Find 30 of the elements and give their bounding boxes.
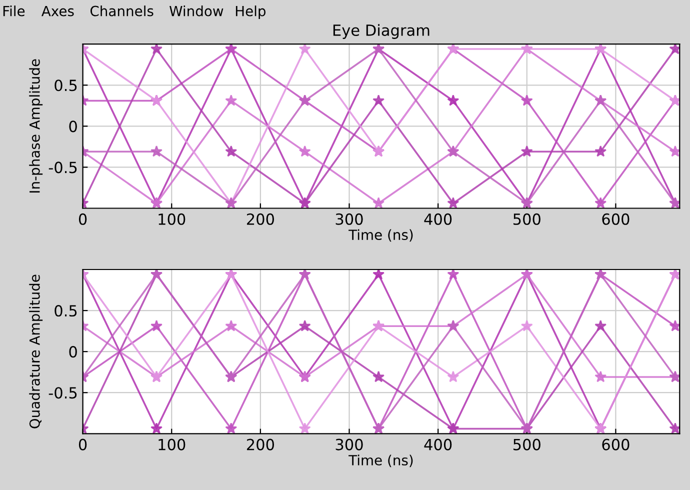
x-tick-label: 400: [424, 213, 452, 225]
x-tick-label: 500: [513, 438, 540, 450]
y-tick-label: -0.5: [48, 387, 77, 399]
x-tick-label: 400: [424, 438, 452, 450]
text: Channels: [90, 6, 154, 16]
x-tick-label: 0: [78, 438, 87, 450]
text: Axes: [42, 6, 74, 16]
x-tick-label: 300: [336, 438, 363, 450]
chart-title: Eye Diagram: [333, 24, 430, 39]
y-tick-label: 0.5: [54, 305, 77, 317]
y-axis-title: Quadrature Amplitude: [29, 274, 43, 428]
y-tick-label: 0.5: [54, 80, 77, 92]
x-tick-label: 200: [246, 213, 274, 225]
x-tick-label: 300: [336, 213, 363, 225]
x-axis-title: Time (ns): [348, 454, 413, 468]
y-tick-label: 0: [69, 346, 77, 358]
x-tick-label: 600: [602, 213, 630, 225]
x-tick-label: 600: [602, 438, 630, 450]
x-tick-label: 200: [246, 438, 274, 450]
x-tick-label: 100: [158, 438, 186, 450]
y-tick-label: 0: [69, 120, 77, 132]
text: Help: [236, 6, 266, 19]
x-tick-label: 500: [513, 213, 540, 225]
y-tick-label: -0.5: [48, 162, 77, 174]
text: File: [3, 6, 25, 16]
text: Window: [170, 6, 224, 16]
y-axis-title: In-phase Amplitude: [29, 59, 43, 193]
x-axis-title: Time (ns): [348, 229, 413, 242]
x-tick-label: 0: [78, 213, 87, 225]
x-tick-label: 100: [158, 213, 186, 225]
